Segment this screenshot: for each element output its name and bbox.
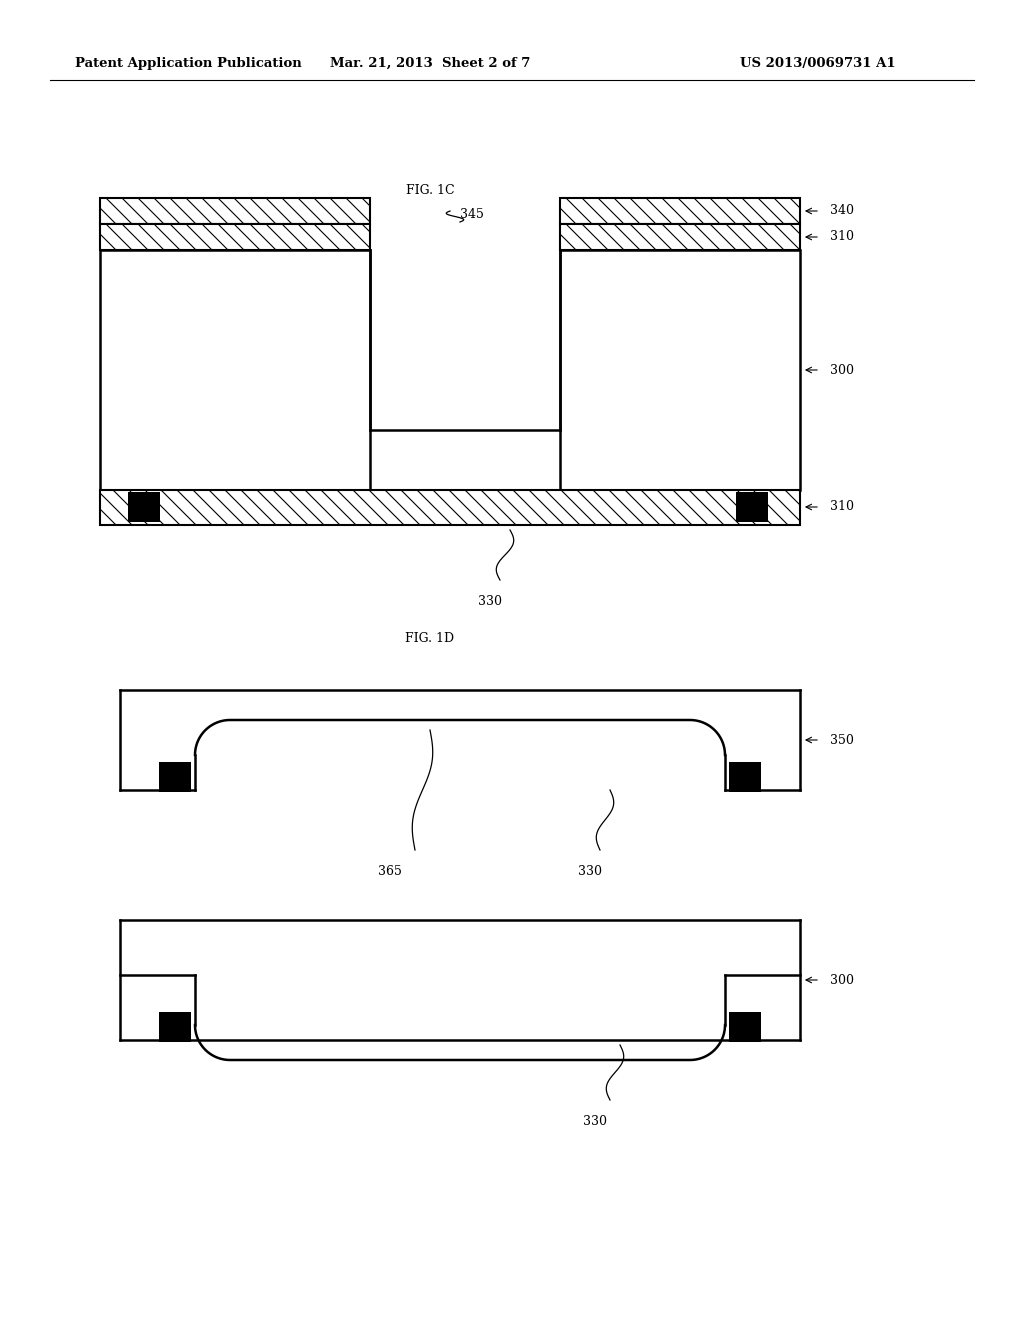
Text: 300: 300 xyxy=(830,974,854,986)
Text: 340: 340 xyxy=(830,205,854,218)
Text: FIG. 1D: FIG. 1D xyxy=(406,631,455,644)
Bar xyxy=(159,1012,191,1041)
Text: Patent Application Publication: Patent Application Publication xyxy=(75,57,302,70)
Bar xyxy=(128,492,160,521)
Bar xyxy=(159,762,191,792)
Text: 345: 345 xyxy=(460,209,484,222)
Text: 330: 330 xyxy=(583,1115,607,1129)
Text: 300: 300 xyxy=(830,363,854,376)
Polygon shape xyxy=(120,690,800,789)
Bar xyxy=(560,198,800,224)
Text: 310: 310 xyxy=(830,500,854,513)
Bar xyxy=(729,762,761,792)
Text: Mar. 21, 2013  Sheet 2 of 7: Mar. 21, 2013 Sheet 2 of 7 xyxy=(330,57,530,70)
Bar xyxy=(370,249,560,430)
Text: 350: 350 xyxy=(830,734,854,747)
Text: 330: 330 xyxy=(578,865,602,878)
Bar xyxy=(736,492,768,521)
Bar xyxy=(729,1012,761,1041)
Text: 330: 330 xyxy=(478,595,502,609)
Bar xyxy=(560,224,800,249)
Text: US 2013/0069731 A1: US 2013/0069731 A1 xyxy=(740,57,896,70)
Bar xyxy=(100,490,800,525)
Bar xyxy=(560,249,800,490)
Bar xyxy=(121,921,799,1039)
Bar xyxy=(100,249,370,490)
Text: FIG. 1C: FIG. 1C xyxy=(406,183,455,197)
Bar xyxy=(100,198,370,224)
Text: 365: 365 xyxy=(378,865,402,878)
Text: 310: 310 xyxy=(830,231,854,243)
Bar xyxy=(100,224,370,249)
